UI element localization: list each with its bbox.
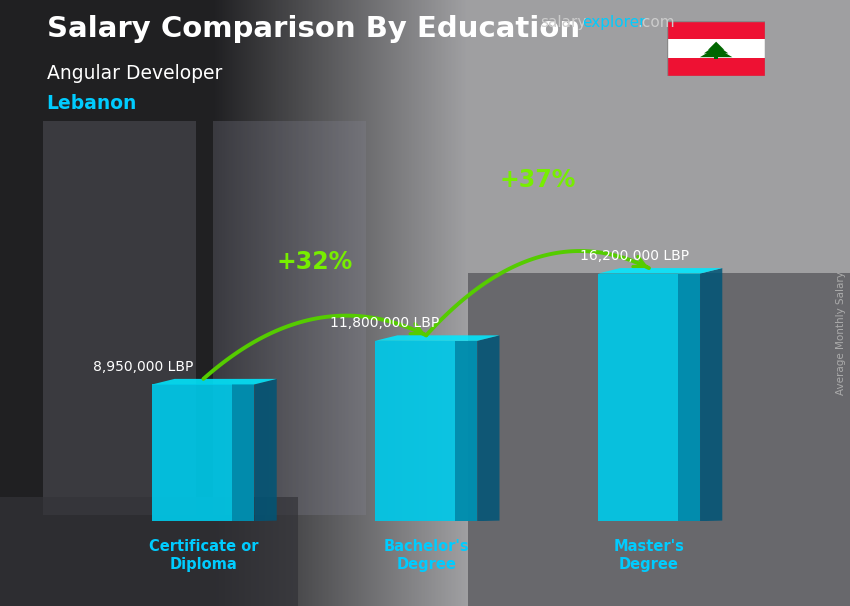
Text: Bachelor's
Degree: Bachelor's Degree bbox=[383, 539, 469, 572]
Text: Master's
Degree: Master's Degree bbox=[614, 539, 684, 572]
Text: Certificate or
Diploma: Certificate or Diploma bbox=[149, 539, 258, 572]
Polygon shape bbox=[598, 273, 700, 521]
Text: salary: salary bbox=[540, 15, 586, 30]
Text: 11,800,000 LBP: 11,800,000 LBP bbox=[330, 316, 439, 330]
Bar bbox=[667, 21, 765, 39]
Polygon shape bbox=[700, 268, 722, 521]
Polygon shape bbox=[455, 341, 477, 521]
Bar bbox=[0, 497, 298, 606]
Polygon shape bbox=[700, 48, 733, 57]
Bar bbox=[667, 58, 765, 76]
Text: Angular Developer: Angular Developer bbox=[47, 64, 222, 82]
Text: +37%: +37% bbox=[500, 168, 575, 191]
Text: .com: .com bbox=[638, 15, 675, 30]
Polygon shape bbox=[704, 45, 728, 53]
Polygon shape bbox=[677, 273, 700, 521]
Text: explorer: explorer bbox=[582, 15, 646, 30]
Bar bbox=[667, 39, 765, 58]
Text: 8,950,000 LBP: 8,950,000 LBP bbox=[93, 360, 193, 374]
Polygon shape bbox=[232, 384, 254, 521]
Text: Lebanon: Lebanon bbox=[47, 94, 137, 113]
Bar bbox=[42, 121, 196, 515]
Polygon shape bbox=[708, 42, 724, 50]
Polygon shape bbox=[152, 384, 254, 521]
Text: Salary Comparison By Education: Salary Comparison By Education bbox=[47, 15, 580, 43]
Polygon shape bbox=[375, 341, 477, 521]
Bar bbox=[468, 273, 850, 606]
Polygon shape bbox=[254, 379, 277, 521]
Polygon shape bbox=[477, 335, 500, 521]
Polygon shape bbox=[375, 335, 500, 341]
Text: Average Monthly Salary: Average Monthly Salary bbox=[836, 271, 846, 395]
Polygon shape bbox=[152, 379, 277, 384]
Text: +32%: +32% bbox=[276, 250, 353, 274]
Text: 16,200,000 LBP: 16,200,000 LBP bbox=[581, 249, 689, 263]
Bar bbox=[714, 57, 718, 59]
Polygon shape bbox=[598, 268, 722, 273]
Bar bbox=[212, 121, 366, 515]
